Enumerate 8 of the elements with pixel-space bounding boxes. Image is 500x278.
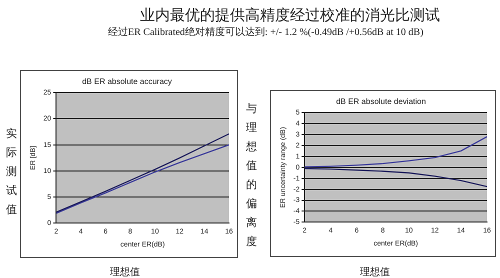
text: 与理想值的偏离度 — [246, 102, 257, 250]
text: 业内最优的提供高精度经过校准的消光比测试 — [140, 6, 440, 25]
text: 理想值 — [360, 266, 390, 278]
text: 实际测试值 — [6, 126, 17, 218]
chart-title: dB ER absolute accuracy — [82, 77, 172, 86]
chart-title: dB ER absolute deviation — [336, 97, 426, 106]
text: 经过ER Calibrated绝对精度可以达到: +/- 1.2 %(-0.49dB /+0.56dB at 10 dB) — [108, 26, 424, 39]
text: 理想值 — [110, 266, 140, 278]
